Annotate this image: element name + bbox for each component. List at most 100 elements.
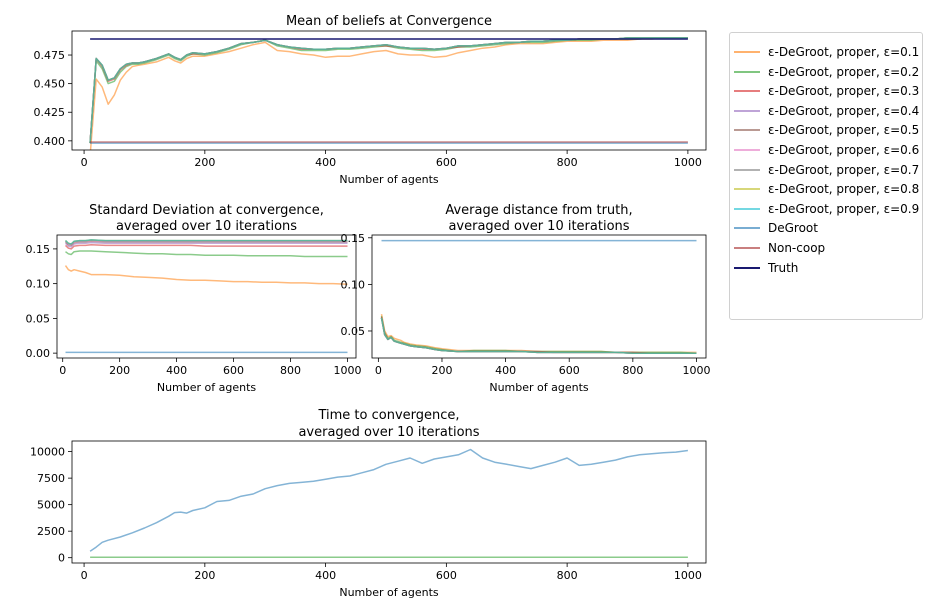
- y-tick-label: 0.450: [34, 78, 66, 91]
- x-axis-label: Number of agents: [339, 173, 439, 186]
- legend-swatch: [734, 188, 760, 191]
- x-tick-label: 600: [436, 569, 457, 582]
- legend-label: ε-DeGroot, proper, ε=0.6: [768, 143, 920, 157]
- y-tick-label: 0.00: [26, 347, 51, 360]
- legend-swatch: [734, 109, 760, 112]
- x-tick-label: 600: [559, 364, 580, 377]
- series-line-6: [89, 37, 688, 144]
- x-axis-label: Number of agents: [157, 381, 257, 394]
- legend-item: ε-DeGroot, proper, ε=0.4: [734, 102, 919, 120]
- x-axis-label: Number of agents: [489, 381, 589, 394]
- x-tick-label: 200: [194, 569, 215, 582]
- series-line-3: [89, 37, 688, 144]
- legend-swatch: [734, 168, 760, 171]
- legend-label: ε-DeGroot, proper, ε=0.4: [768, 103, 920, 118]
- y-tick-label: 2500: [37, 525, 65, 538]
- series-line-2: [64, 243, 348, 250]
- axes-frame: [71, 440, 707, 564]
- x-tick-label: 0: [81, 569, 88, 582]
- y-tick-label: 0.400: [34, 135, 66, 148]
- legend-label: ε-DeGroot, proper, ε=0.1: [768, 45, 920, 59]
- x-tick-label: 200: [431, 364, 452, 377]
- x-tick-label: 200: [109, 364, 130, 377]
- legend-item: ε-DeGroot, proper, ε=0.3: [734, 82, 919, 100]
- legend-swatch: [734, 90, 760, 93]
- x-tick-label: 800: [557, 156, 578, 169]
- legend-swatch: [734, 51, 760, 53]
- chart-mean: 0 200 400 600 800 1000 0.400 0.425 0.450 0.475 Mea…: [34, 14, 707, 186]
- chart-std: 0 200 400 600 800 1000 0.00 0.05 0.10 0.15 Standar…: [26, 203, 362, 394]
- series-group: [89, 37, 688, 150]
- x-tick-label: 0: [375, 364, 382, 377]
- x-tick-label: 400: [315, 569, 336, 582]
- legend-swatch: [734, 207, 760, 210]
- chart-title: Time to convergence,: [317, 408, 459, 423]
- chart-dist: 0 200 400 600 800 1000 0.05 0.10 0.15 Average dis…: [341, 203, 711, 394]
- y-tick-label: 0.10: [26, 278, 51, 291]
- legend-item: Truth: [734, 259, 798, 277]
- series-group: [64, 239, 348, 354]
- legend-item: ε-DeGroot, proper, ε=0.5: [734, 121, 919, 139]
- series-line-7: [89, 37, 688, 144]
- y-tick-label: 0.05: [341, 325, 366, 338]
- series-group: [89, 448, 688, 559]
- chart-title: averaged over 10 iterations: [298, 425, 479, 440]
- series-line-0: [89, 37, 688, 150]
- legend-swatch: [734, 149, 760, 151]
- chart-title: Average distance from truth,: [445, 203, 632, 218]
- legend-item: Non-coop: [734, 239, 825, 257]
- legend-swatch: [734, 266, 760, 269]
- x-tick-label: 800: [622, 364, 643, 377]
- legend-item: ε-DeGroot, proper, ε=0.1: [734, 43, 919, 61]
- axes-frame: [56, 234, 357, 359]
- series-line-0: [64, 265, 348, 286]
- legend-item: ε-DeGroot, proper, ε=0.8: [734, 180, 919, 198]
- y-tick-label: 0.15: [26, 243, 51, 256]
- x-tick-label: 600: [436, 156, 457, 169]
- chart-title: Standard Deviation at convergence,: [89, 203, 324, 218]
- legend-swatch: [734, 247, 760, 249]
- series-line-3: [64, 241, 348, 248]
- legend-swatch: [734, 70, 760, 73]
- y-tick-label: 7500: [37, 472, 65, 485]
- legend-item: DeGroot: [734, 219, 818, 237]
- series-group: [380, 239, 697, 355]
- legend-item: ε-DeGroot, proper, ε=0.7: [734, 161, 919, 179]
- x-tick-label: 1000: [674, 156, 702, 169]
- chart-title: averaged over 10 iterations: [448, 219, 629, 234]
- legend-label: DeGroot: [768, 221, 818, 236]
- series-line-5: [89, 37, 688, 144]
- legend-swatch: [734, 227, 760, 230]
- y-tick-label: 5000: [37, 499, 65, 512]
- x-tick-label: 400: [166, 364, 187, 377]
- legend-item: ε-DeGroot, proper, ε=0.9: [734, 200, 919, 218]
- x-tick-label: 0: [59, 364, 66, 377]
- legend-label: ε-DeGroot, proper, ε=0.8: [768, 182, 920, 197]
- y-tick-label: 0.15: [341, 232, 366, 245]
- series-line-1: [89, 37, 688, 144]
- legend-label: Non-coop: [768, 241, 826, 255]
- legend: ε-DeGroot, proper, ε=0.1 ε-DeGroot, prope…: [729, 32, 923, 320]
- y-tick-label: 0.425: [34, 106, 66, 119]
- legend-label: ε-DeGroot, proper, ε=0.7: [768, 162, 920, 177]
- legend-label: Truth: [768, 260, 799, 275]
- legend-label: ε-DeGroot, proper, ε=0.9: [768, 201, 920, 216]
- legend-item: ε-DeGroot, proper, ε=0.2: [734, 63, 919, 81]
- series-line-4: [89, 37, 688, 144]
- series-line-8: [64, 239, 348, 245]
- chart-title: Mean of beliefs at Convergence: [286, 14, 492, 29]
- y-tick-label: 0.10: [341, 278, 366, 291]
- axes-frame: [371, 234, 707, 359]
- axes-frame: [71, 30, 707, 151]
- legend-label: ε-DeGroot, proper, ε=0.5: [768, 123, 920, 138]
- series-line-2: [89, 37, 688, 144]
- series-line-8: [89, 37, 688, 144]
- legend-label: ε-DeGroot, proper, ε=0.3: [768, 84, 920, 99]
- y-tick-label: 0: [58, 552, 65, 565]
- legend-label: ε-DeGroot, proper, ε=0.2: [768, 64, 920, 79]
- series-line-1: [65, 250, 348, 258]
- y-tick-label: 0.05: [26, 312, 51, 325]
- x-axis-label: Number of agents: [339, 586, 439, 599]
- x-tick-label: 1000: [674, 569, 702, 582]
